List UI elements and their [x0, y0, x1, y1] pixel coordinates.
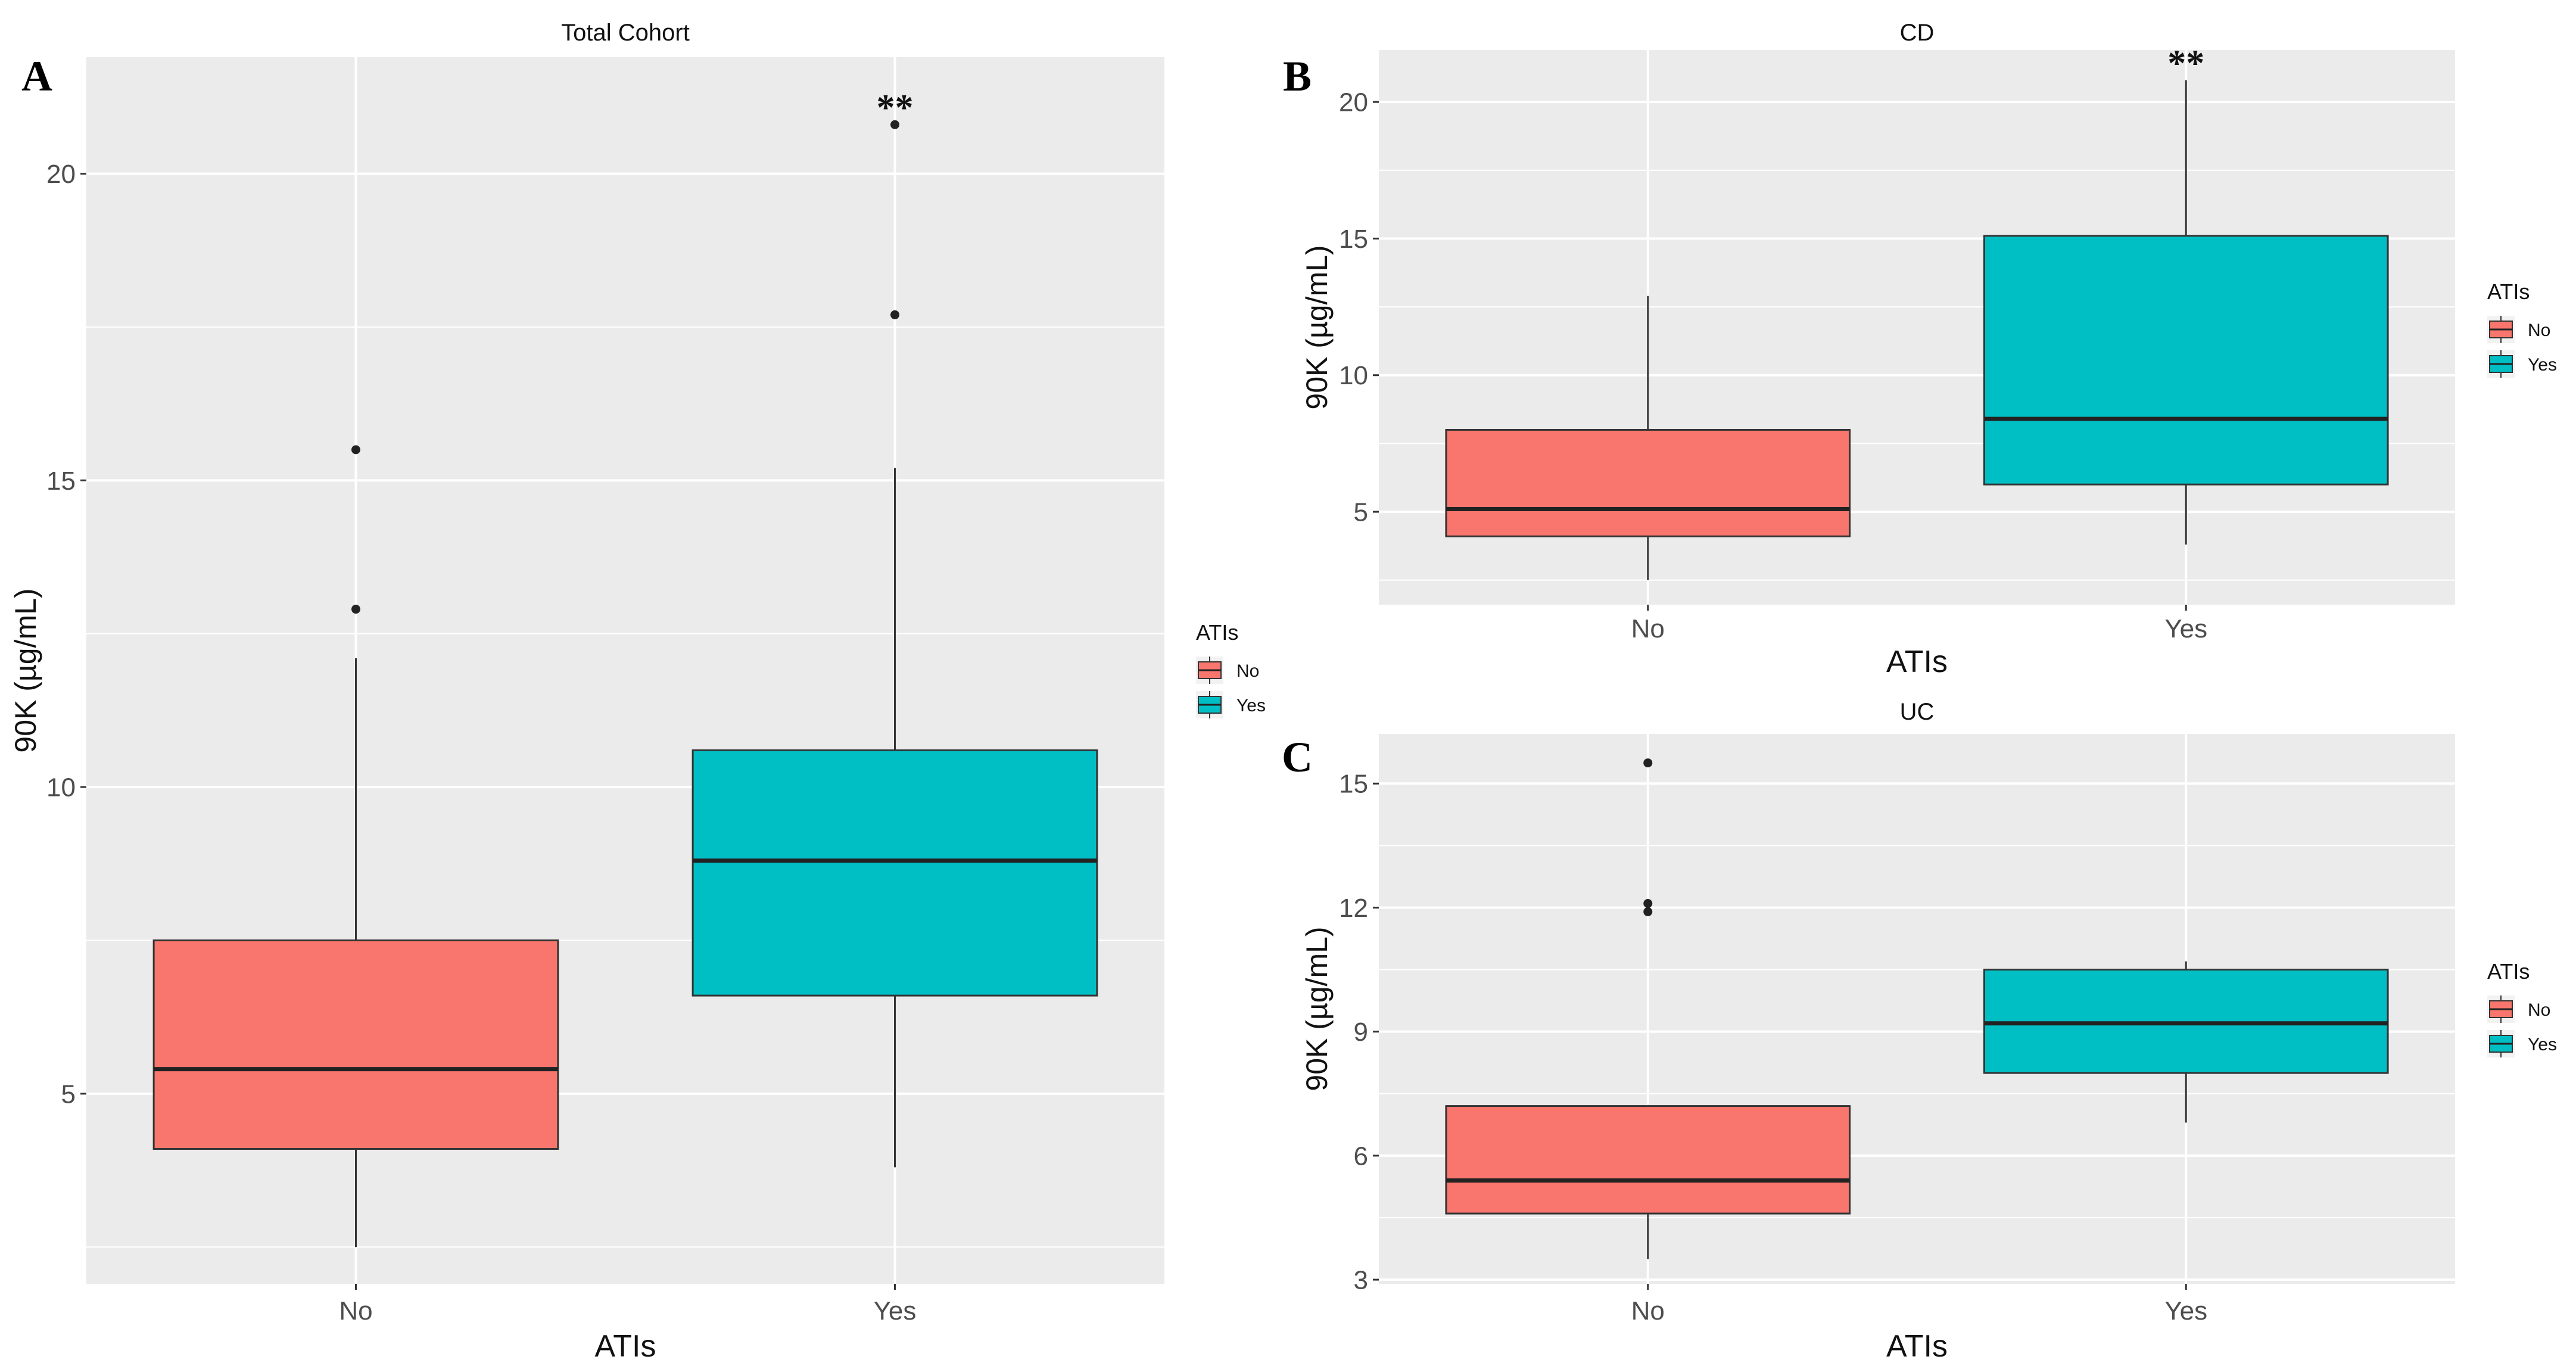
x-axis-label: ATIs — [1886, 1329, 1948, 1364]
box-no — [152, 445, 559, 1247]
panel-letter: B — [1283, 52, 1312, 100]
legend: ATIs No Yes — [1196, 620, 1266, 718]
y-tick-label: 15 — [46, 466, 76, 496]
y-tick-label: 15 — [1339, 770, 1368, 799]
x-axis-label: ATIs — [594, 1329, 656, 1364]
outlier-point — [1643, 907, 1653, 916]
y-tick-label: 10 — [46, 773, 76, 802]
iqr-box — [152, 939, 559, 1150]
y-tick-label: 20 — [1339, 88, 1368, 117]
legend-entry-no: No — [2487, 316, 2550, 343]
y-axis-label: 90K (µg/mL) — [1300, 245, 1334, 409]
y-tick-label: 6 — [1354, 1141, 1368, 1171]
x-tick-label: No — [1631, 614, 1665, 643]
y-tick-label: 20 — [46, 160, 76, 189]
box-yes — [691, 120, 1098, 1168]
legend-title: ATIs — [2487, 959, 2530, 984]
legend-label: No — [2528, 321, 2550, 340]
iqr-box — [691, 749, 1098, 997]
panel-title: UC — [1900, 699, 1935, 725]
legend: ATIs No Yes — [2487, 279, 2557, 378]
legend: ATIs No Yes — [2487, 959, 2557, 1057]
outlier-point — [890, 120, 899, 129]
panel-title: Total Cohort — [561, 20, 690, 46]
x-tick-label: Yes — [2164, 1296, 2207, 1326]
legend-entry-yes: Yes — [2487, 1030, 2557, 1057]
significance-marker: ** — [2167, 43, 2204, 83]
panel-b: 5 10 15 20 No Yes ** CD B ATIs 90K (µg/mL) ATIs No Ye… — [1283, 20, 2557, 679]
legend-label: No — [2528, 1000, 2550, 1020]
legend-label: Yes — [2528, 355, 2557, 375]
legend-label: No — [1236, 661, 1259, 681]
box-no — [1445, 295, 1851, 580]
y-tick-label: 15 — [1339, 225, 1368, 254]
y-axis-label: 90K (µg/mL) — [9, 588, 42, 752]
outlier-point — [1643, 899, 1653, 909]
y-tick-label: 3 — [1354, 1265, 1368, 1295]
y-axis-label: 90K (µg/mL) — [1300, 926, 1334, 1091]
panel-title: CD — [1900, 20, 1935, 46]
y-tick-label: 5 — [61, 1079, 76, 1109]
box-yes — [1983, 80, 2389, 545]
outlier-point — [1643, 758, 1653, 768]
legend-title: ATIs — [1196, 620, 1238, 645]
outlier-point — [351, 445, 360, 455]
panel-letter: C — [1282, 733, 1313, 781]
significance-marker: ** — [877, 88, 914, 128]
x-tick-label: Yes — [874, 1296, 917, 1326]
x-axis-label: ATIs — [1886, 645, 1948, 679]
legend-label: Yes — [2528, 1035, 2557, 1054]
legend-entry-yes: Yes — [2487, 350, 2557, 378]
panel-a: 5 10 15 20 No Yes ** Total Cohort A ATIs 90K (µg/m… — [9, 20, 1266, 1364]
outlier-point — [351, 605, 360, 614]
legend-entry-no: No — [1196, 657, 1259, 684]
panel-letter: A — [21, 52, 52, 100]
legend-title: ATIs — [2487, 279, 2530, 304]
legend-label: Yes — [1236, 696, 1266, 715]
box-yes — [1983, 961, 2389, 1123]
x-tick-label: Yes — [2164, 614, 2207, 643]
legend-entry-no: No — [2487, 995, 2550, 1023]
x-tick-label: No — [339, 1296, 372, 1326]
y-tick-label: 5 — [1354, 497, 1368, 527]
box-no — [1445, 758, 1851, 1259]
y-tick-label: 12 — [1339, 894, 1368, 923]
panel-c: 3 6 9 12 15 No Yes UC C ATIs 90K (µg/mL) ATIs No Yes — [1282, 699, 2557, 1364]
iqr-box — [1983, 235, 2389, 486]
y-tick-label: 10 — [1339, 361, 1368, 390]
legend-entry-yes: Yes — [1196, 691, 1266, 718]
iqr-box — [1445, 428, 1851, 537]
outlier-point — [890, 310, 899, 319]
x-tick-label: No — [1631, 1296, 1665, 1326]
y-tick-label: 9 — [1354, 1018, 1368, 1047]
iqr-box — [1445, 1105, 1851, 1215]
